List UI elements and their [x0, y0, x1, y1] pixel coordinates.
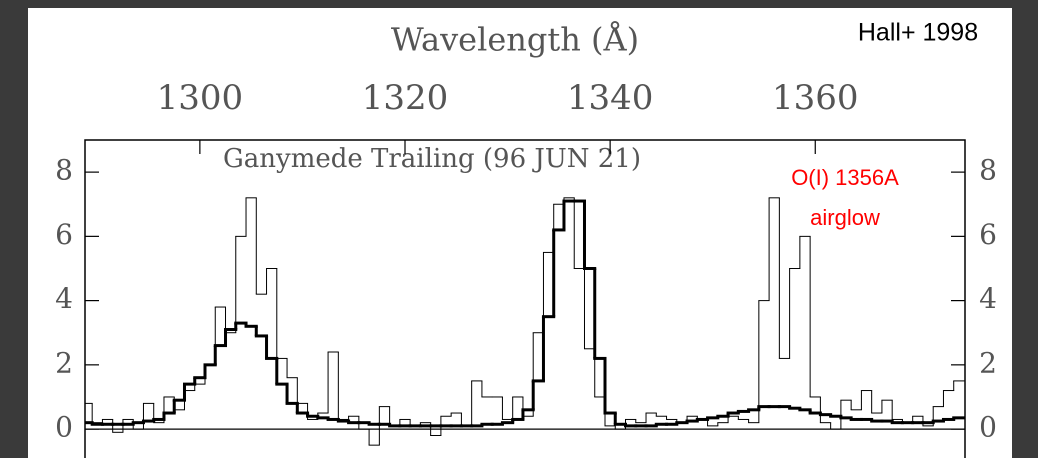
- y-tick-label: 4: [55, 282, 73, 315]
- x-axis-label: Wavelength (Å): [391, 21, 639, 59]
- y-tick-label: 6: [55, 218, 73, 251]
- y2-tick-label: 2: [979, 346, 997, 379]
- y-tick-label: 8: [55, 154, 73, 187]
- y-tick-label: 2: [55, 346, 73, 379]
- source-label: Hall+ 1998: [858, 19, 978, 47]
- y2-tick-label: 0: [979, 411, 997, 444]
- y2-tick-label: 6: [979, 218, 997, 251]
- y2-tick-label: 8: [979, 154, 997, 187]
- x-tick-label: 1340: [567, 78, 654, 118]
- x-tick-label: 1360: [772, 78, 859, 118]
- annotation: O(I) 1356A: [791, 165, 899, 190]
- x-tick-label: 1320: [362, 78, 449, 118]
- y-tick-label: 0: [55, 411, 73, 444]
- chart-title: Ganymede Trailing (96 JUN 21): [223, 144, 641, 174]
- x-tick-label: 1300: [157, 78, 244, 118]
- plot-area: [85, 197, 965, 446]
- plot-frame: [84, 139, 966, 458]
- annotation: airglow: [810, 205, 880, 230]
- y2-tick-label: 4: [979, 282, 997, 315]
